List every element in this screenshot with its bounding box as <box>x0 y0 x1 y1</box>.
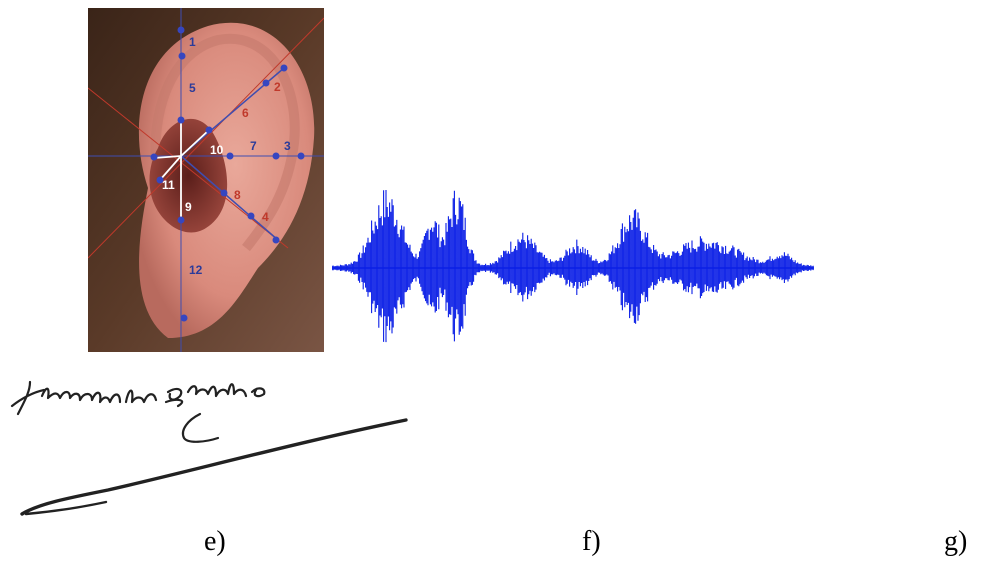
landmark-label-2: 2 <box>274 80 281 94</box>
waveform-plot <box>331 190 814 343</box>
landmark-label-5: 5 <box>189 81 196 95</box>
landmark-label-11: 11 <box>162 178 175 192</box>
landmark-label-4: 4 <box>262 210 269 224</box>
diagonal-line-down <box>88 87 289 249</box>
diagonal-line-up <box>88 17 324 259</box>
landmark-label-12: 12 <box>189 263 203 277</box>
ear-concha <box>149 118 228 233</box>
caption-f: f) <box>582 526 601 557</box>
landmark-label-1: 1 <box>189 35 196 49</box>
landmark-label-8: 8 <box>234 188 241 202</box>
ear-landmark-diagram: 1 2 3 4 5 6 7 8 9 10 11 12 <box>88 8 324 352</box>
landmark-label-3: 3 <box>284 139 291 153</box>
caption-g: g) <box>944 526 968 557</box>
landmark-label-10: 10 <box>210 143 224 157</box>
measurement-arrows <box>153 120 210 218</box>
caption-e: e) <box>204 526 226 557</box>
ear-biometric-photo: 1 2 3 4 5 6 7 8 9 10 11 12 <box>88 8 324 352</box>
waveform-trace <box>331 190 814 343</box>
landmark-label-6: 6 <box>242 106 249 120</box>
landmark-label-9: 9 <box>185 200 192 214</box>
landmark-label-7: 7 <box>250 139 257 153</box>
handwritten-signature <box>8 362 428 532</box>
signature-drawing <box>10 380 408 516</box>
speech-waveform-icon <box>331 180 814 355</box>
landmark-dots <box>150 26 305 322</box>
